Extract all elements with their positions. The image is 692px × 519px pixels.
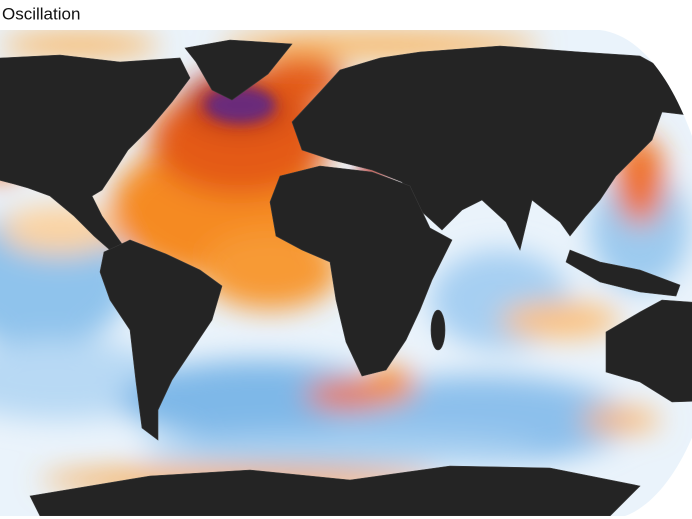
map-title: Oscillation bbox=[2, 4, 80, 23]
land bbox=[0, 39, 692, 516]
map-area bbox=[0, 30, 692, 516]
antarctica bbox=[29, 465, 641, 516]
south-america bbox=[99, 239, 223, 441]
maritime-asia bbox=[565, 249, 681, 297]
greenland bbox=[184, 39, 293, 101]
australia bbox=[605, 299, 692, 403]
madagascar bbox=[430, 309, 446, 351]
africa bbox=[269, 165, 453, 377]
north-america bbox=[0, 54, 191, 251]
